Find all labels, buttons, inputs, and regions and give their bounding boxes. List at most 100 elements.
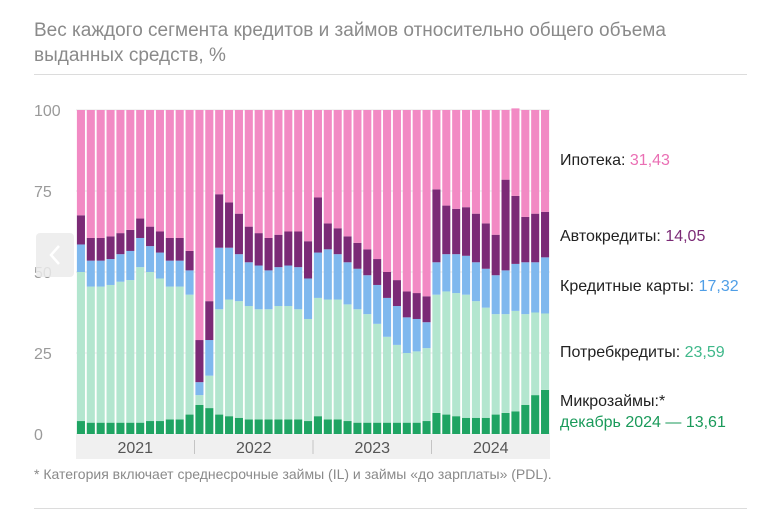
bar-segment xyxy=(383,110,392,272)
bar-segment xyxy=(521,216,530,263)
bar-segment xyxy=(392,280,401,307)
bar-segment xyxy=(333,299,342,420)
bar-segment xyxy=(373,110,382,260)
bar-segment xyxy=(106,422,115,434)
bar-segment xyxy=(363,249,372,276)
bar-segment xyxy=(304,110,313,242)
bar-segment xyxy=(284,231,293,266)
bar-segment xyxy=(531,213,540,263)
bar-segment xyxy=(422,110,431,297)
footnote: * Категория включает среднесрочные займы… xyxy=(34,466,552,482)
bar-segment xyxy=(146,272,155,422)
bar-segment xyxy=(185,414,194,434)
bar-segment xyxy=(106,110,115,237)
bar-segment xyxy=(531,110,540,214)
bar-segment xyxy=(323,110,332,224)
bar-segment xyxy=(392,110,401,281)
prev-button[interactable] xyxy=(36,233,74,277)
legend-cards: Кредитные карты: 17,32 xyxy=(560,276,739,297)
bar-segment xyxy=(165,110,174,238)
bar-segment xyxy=(462,207,471,256)
bar-segment xyxy=(471,213,480,263)
x-tick-label: 2022 xyxy=(236,440,272,457)
bar-segment xyxy=(363,110,372,250)
bar-segment xyxy=(234,213,243,255)
bar-segment xyxy=(521,314,530,405)
bar-segment xyxy=(146,246,155,272)
bar-segment xyxy=(313,416,322,434)
bar-segment xyxy=(501,110,510,180)
bar-segment xyxy=(392,306,401,345)
bars xyxy=(76,108,550,434)
bar-segment xyxy=(304,318,313,422)
bar-segment xyxy=(452,208,461,255)
bar-segment xyxy=(106,259,115,285)
bar-segment xyxy=(521,262,530,315)
chart-title: Вес каждого сегмента кредитов и займов о… xyxy=(34,20,666,66)
bar-segment xyxy=(225,299,234,417)
bar-segment xyxy=(294,231,303,268)
bar-segment xyxy=(175,419,184,434)
bar-segment xyxy=(76,110,85,216)
bar-segment xyxy=(234,254,243,302)
bar-segment xyxy=(363,422,372,434)
top-divider xyxy=(34,74,747,75)
bar-segment xyxy=(432,110,441,190)
bar-segment xyxy=(225,202,234,248)
bar-segment xyxy=(353,309,362,423)
bar-segment xyxy=(304,421,313,434)
bar-segment xyxy=(402,291,411,318)
bar-segment xyxy=(264,237,273,271)
bar-segment xyxy=(481,417,490,434)
bar-segment xyxy=(96,260,105,287)
bar-segment xyxy=(96,110,105,238)
bar-segment xyxy=(462,110,471,208)
bar-segment xyxy=(185,250,194,271)
bar-segment xyxy=(274,110,283,235)
bar-segment xyxy=(175,260,184,287)
bar-segment xyxy=(205,340,214,376)
bar-segment xyxy=(501,412,510,434)
bar-segment xyxy=(225,416,234,434)
bar-segment xyxy=(136,218,145,238)
bar-segment xyxy=(333,228,342,255)
bar-segment xyxy=(462,417,471,434)
bar-segment xyxy=(146,421,155,434)
bar-segment xyxy=(244,419,253,434)
bar-segment xyxy=(86,422,95,434)
bar-segment xyxy=(491,234,500,276)
bar-segment xyxy=(432,412,441,434)
legend-cards-label: Кредитные карты: xyxy=(560,278,695,295)
bar-segment xyxy=(234,301,243,418)
bar-segment xyxy=(471,262,480,302)
bar-segment xyxy=(373,259,382,285)
bar-segment xyxy=(511,310,520,412)
bar-segment xyxy=(501,179,510,271)
bar-segment xyxy=(136,237,145,268)
bar-segment xyxy=(491,314,500,415)
bar-segment xyxy=(264,110,273,238)
legend-consumer-value: 23,59 xyxy=(684,344,725,361)
bar-segment xyxy=(76,215,85,245)
bar-segment xyxy=(481,268,490,308)
bar-segment xyxy=(521,110,530,217)
bar-segment xyxy=(452,110,461,209)
bar-segment xyxy=(175,286,184,420)
bar-segment xyxy=(155,252,164,279)
bar-segment xyxy=(402,353,411,423)
bar-segment xyxy=(462,255,471,295)
legend-cards-value: 17,32 xyxy=(698,278,739,295)
bar-segment xyxy=(155,231,164,253)
bar-segment xyxy=(412,351,421,423)
bar-segment xyxy=(215,414,224,434)
bar-segment xyxy=(274,267,283,307)
bar-segment xyxy=(422,322,431,349)
bar-segment xyxy=(86,286,95,423)
bar-segment xyxy=(146,226,155,247)
bottom-divider xyxy=(34,508,747,509)
legend-micro-label: Микрозаймы:* xyxy=(560,393,666,410)
bar-segment xyxy=(383,297,392,337)
bar-segment xyxy=(402,110,411,292)
bar-segment xyxy=(471,301,480,418)
bar-segment xyxy=(76,272,85,422)
